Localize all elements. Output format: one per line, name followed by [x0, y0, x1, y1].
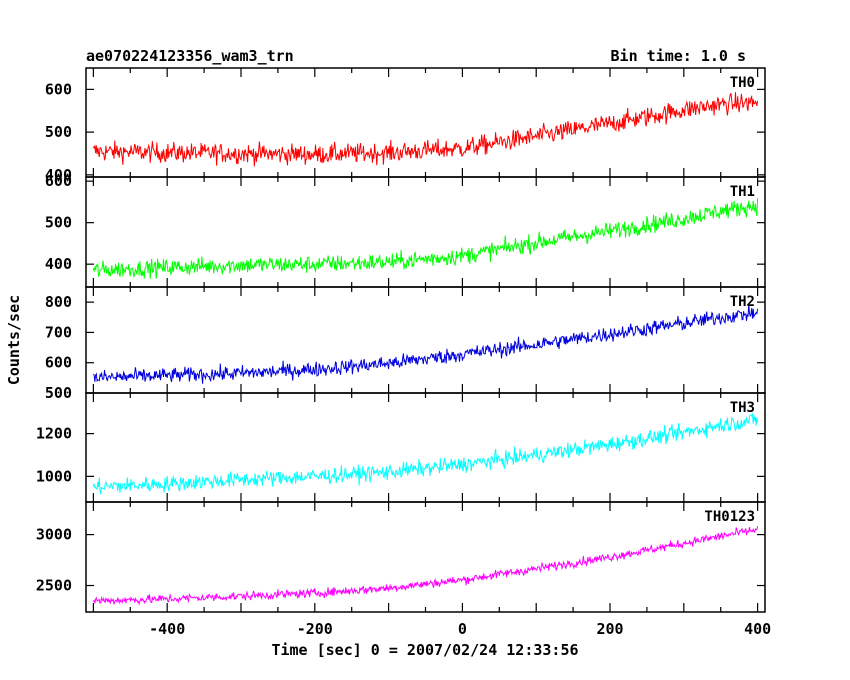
x-tick-label: -400: [149, 620, 185, 638]
series-line-th3: [92, 412, 759, 495]
y-axis-label: Counts/sec: [5, 295, 23, 385]
y-tick-label: 500: [45, 384, 72, 402]
y-tick-label: 400: [45, 255, 72, 273]
y-tick-label: 3000: [36, 526, 72, 544]
y-tick-label: 500: [45, 214, 72, 232]
y-tick-label: 600: [45, 354, 72, 372]
y-tick-label: 2500: [36, 577, 72, 595]
panel-th0: 400 500 600 TH0: [45, 67, 766, 184]
panel-frame: [85, 286, 766, 394]
y-tick-label: 800: [45, 293, 72, 311]
chart-title: ae070224123356_wam3_trn: [86, 47, 294, 65]
y-tick-label: 700: [45, 323, 72, 341]
x-tick-label: 200: [596, 620, 623, 638]
y-tick-label: 1000: [36, 467, 72, 485]
series-line-th0: [92, 92, 759, 167]
series-line-th2: [92, 304, 759, 384]
series-label-th1: TH1: [730, 184, 755, 200]
series-label-th0123: TH0123: [704, 509, 755, 525]
panel-frame: [85, 67, 766, 178]
series-label-th3: TH3: [730, 400, 755, 416]
x-tick-label: 0: [458, 620, 467, 638]
series-line-th0123: [92, 526, 759, 606]
panel-th0123: 2500 3000 TH0123: [36, 501, 766, 613]
y-tick-label: 1200: [36, 425, 72, 443]
bin-time-label: Bin time: 1.0 s: [611, 47, 746, 65]
series-line-th1: [92, 197, 759, 279]
series-label-th2: TH2: [730, 294, 755, 310]
panel-th1: 400 500 600 TH1: [45, 172, 766, 288]
y-tick-label: 500: [45, 123, 72, 141]
panel-th2: 500 600 700 800 TH2: [45, 286, 766, 402]
panel-th3: 1000 1200 TH3: [36, 392, 766, 503]
panel-frame: [85, 501, 766, 613]
x-axis-label: Time [sec] 0 = 2007/02/24 12:33:56: [271, 641, 578, 659]
y-tick-label: 600: [45, 80, 72, 98]
x-tick-label: 400: [744, 620, 771, 638]
y-tick-label: 400: [45, 166, 72, 184]
series-label-th0: TH0: [730, 75, 755, 91]
x-tick-label: -200: [297, 620, 333, 638]
x-axis-ticks: -400 -200 0 200 400: [149, 620, 771, 638]
panels: 400 500 600 TH0 400 500 600 TH1 500 600 700 800 TH2 1…: [36, 67, 766, 613]
y-tick-label: 600: [45, 172, 72, 190]
